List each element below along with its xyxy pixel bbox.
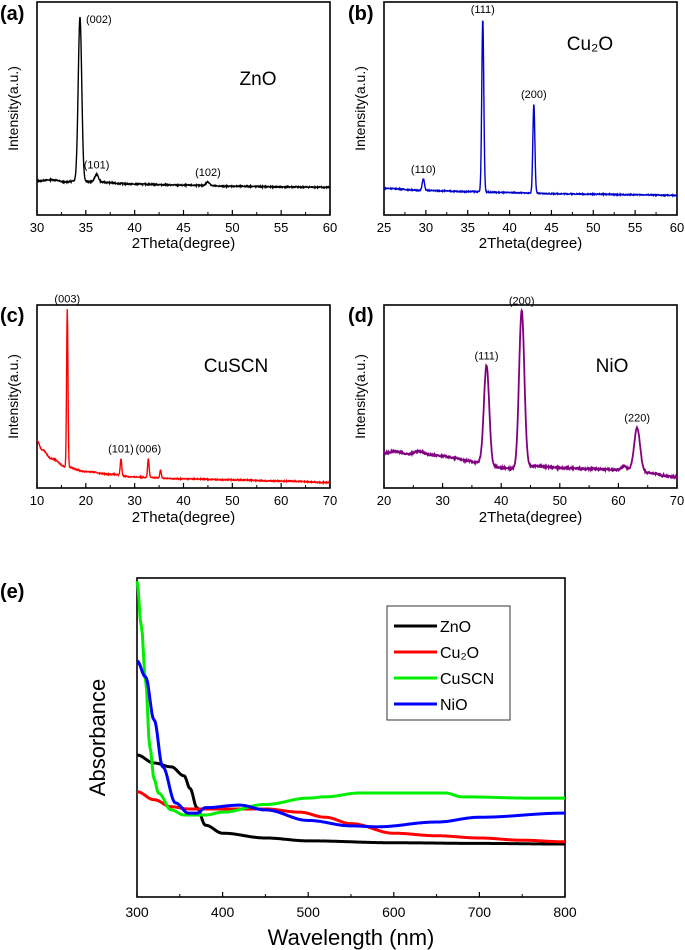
x-tick-label: 60: [611, 493, 625, 508]
xrd-panel-a: (a) 30 35 40 45 50 55 60 2Theta(degree) Intensity…: [0, 1, 337, 252]
plot-frame: [36, 304, 331, 489]
panel-label: (b): [348, 3, 374, 25]
series-line-nio: [136, 659, 566, 829]
legend: ZnO Cu₂O CuSCN NiO: [386, 605, 511, 721]
x-tick-label: 500: [297, 904, 321, 920]
x-tick-label: 50: [553, 493, 567, 508]
legend-entry: NiO: [440, 697, 468, 714]
peak-label: (111): [475, 350, 499, 362]
x-tick-label: 40: [502, 220, 516, 235]
peak-label: (101): [84, 160, 110, 172]
x-tick-label: 60: [670, 220, 684, 235]
x-tick-label: 50: [225, 220, 239, 235]
legend-entry: CuSCN: [440, 671, 494, 688]
x-tick-label: 20: [79, 493, 93, 508]
x-tick-label: 10: [30, 493, 44, 508]
panel-label: (a): [0, 3, 24, 25]
panel-label: (c): [0, 305, 24, 327]
peak-label: (006): [135, 444, 161, 456]
series-line-cuscn: [135, 580, 566, 817]
x-tick-label: 30: [127, 493, 141, 508]
peak-label: (111): [471, 4, 495, 16]
x-tick-label: 35: [460, 220, 474, 235]
x-tick-label: 40: [494, 493, 508, 508]
legend-entry: ZnO: [440, 619, 471, 636]
x-tick-label: 700: [468, 904, 492, 920]
x-tick-label: 300: [125, 904, 149, 920]
x-tick-label: 25: [377, 220, 391, 235]
xrd-pattern-line: [383, 20, 678, 198]
panel-title: Cu₂O: [567, 34, 613, 55]
peak-label: (003): [54, 294, 80, 306]
legend-entry: Cu₂O: [440, 645, 479, 662]
x-tick-label: 20: [377, 493, 391, 508]
peak-label: (102): [195, 167, 221, 179]
plot-frame: [383, 1, 678, 216]
x-tick-label: 60: [323, 220, 337, 235]
peak-label: (110): [411, 164, 436, 176]
xrd-panel-c: (c) 10 20 30 40 50 60 70 2Theta(degree) Intensity…: [0, 294, 337, 526]
x-tick-label: 55: [628, 220, 642, 235]
y-axis-label: Intensity(a.u.): [352, 354, 368, 439]
x-tick-label: 30: [30, 220, 44, 235]
x-tick-label: 55: [274, 220, 288, 235]
y-axis-label: Intensity(a.u.): [5, 354, 21, 439]
x-tick-label: 60: [274, 493, 288, 508]
series-line-zno: [136, 753, 566, 846]
y-axis-label: Intensity(a.u.): [352, 66, 368, 151]
panel-label: (e): [0, 581, 24, 603]
plot-frame: [383, 304, 678, 489]
xrd-pattern-line: [383, 307, 678, 481]
absorbance-panel-e: (e) 300 400 500 600 700 800 Wavelength (nm) Abso…: [0, 577, 577, 950]
x-tick-label: 35: [79, 220, 93, 235]
x-axis-label: 2Theta(degree): [132, 509, 235, 526]
xrd-panel-d: (d) 20 30 40 50 60 70 2Theta(degree) Intensity(a…: [348, 295, 684, 526]
x-tick-label: 30: [435, 493, 449, 508]
peak-label: (200): [521, 89, 547, 101]
panel-label: (d): [348, 305, 374, 327]
peak-label: (002): [86, 14, 112, 26]
x-tick-label: 45: [176, 220, 190, 235]
x-tick-label: 40: [127, 220, 141, 235]
xrd-pattern-line: [36, 16, 331, 190]
x-axis-label: 2Theta(degree): [479, 509, 582, 526]
x-tick-label: 30: [419, 220, 433, 235]
x-axis-label: 2Theta(degree): [479, 235, 582, 252]
x-tick-label: 400: [211, 904, 235, 920]
x-tick-label: 40: [176, 493, 190, 508]
x-axis-label: 2Theta(degree): [132, 235, 235, 252]
x-tick-label: 70: [323, 493, 337, 508]
x-tick-label: 70: [670, 493, 684, 508]
xrd-panel-b: (b) 25 30 35 40 45 50 55 60 2Theta(degree) Intensi…: [348, 1, 684, 252]
panel-title: CuSCN: [204, 356, 268, 377]
y-axis-label: Intensity(a.u.): [5, 66, 21, 151]
x-tick-label: 600: [382, 904, 406, 920]
peak-label: (101): [108, 444, 134, 456]
peak-label: (200): [509, 295, 535, 307]
y-axis-label: Absorbance: [85, 679, 110, 796]
x-tick-label: 45: [544, 220, 558, 235]
panel-title: NiO: [596, 356, 629, 377]
x-tick-label: 50: [586, 220, 600, 235]
peak-label: (220): [624, 413, 650, 425]
x-axis-label: Wavelength (nm): [268, 925, 435, 950]
x-tick-label: 800: [553, 904, 577, 920]
x-tick-label: 50: [225, 493, 239, 508]
xrd-pattern-line: [36, 309, 331, 486]
panel-title: ZnO: [240, 69, 277, 90]
